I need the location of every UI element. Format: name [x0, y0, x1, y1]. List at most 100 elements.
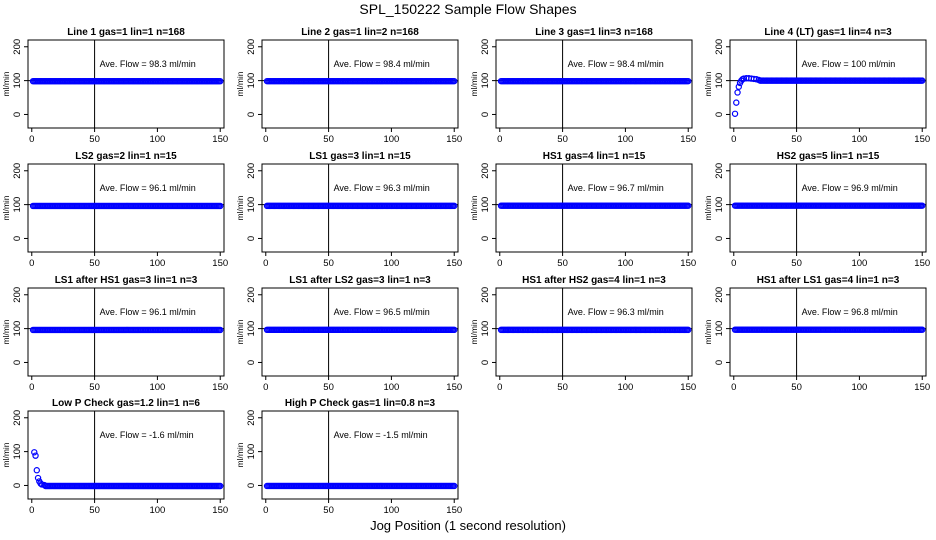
x-tick-label: 100: [383, 134, 399, 145]
panel-5: LS2 gas=2 lin=1 n=15 0 50 100 150 0 100 200 ml/m…: [1, 151, 228, 269]
average-flow-annotation: Ave. Flow = 96.5 ml/min: [334, 307, 430, 317]
data-point: [919, 326, 926, 333]
panel-title: Line 2 gas=1 lin=2 n=168: [301, 27, 419, 38]
y-tick-label: 0: [246, 483, 257, 488]
y-tick-label: 200: [246, 287, 257, 303]
x-tick-label: 0: [497, 134, 502, 145]
x-tick-label: 100: [851, 382, 867, 393]
data-point: [919, 77, 926, 84]
y-axis-label: ml/min: [469, 319, 479, 344]
average-flow-annotation: Ave. Flow = 96.1 ml/min: [100, 183, 196, 193]
panel-2: Line 2 gas=1 lin=2 n=168 0 50 100 150 0 100 200…: [235, 27, 462, 145]
average-flow-annotation: Ave. Flow = 96.3 ml/min: [334, 183, 430, 193]
panel-title: HS1 after HS2 gas=4 lin=1 n=3: [522, 275, 666, 286]
data-point: [919, 202, 926, 209]
y-tick-label: 200: [480, 39, 491, 55]
plot-frame: [261, 410, 459, 500]
x-tick-label: 150: [446, 134, 462, 145]
average-flow-annotation: Ave. Flow = 98.4 ml/min: [334, 59, 430, 69]
data-points: [497, 202, 692, 209]
x-tick-label: 0: [29, 258, 34, 269]
data-point: [735, 83, 742, 90]
data-points: [29, 77, 224, 85]
x-tick-label: 100: [383, 505, 399, 516]
average-flow-annotation: Ave. Flow = 96.1 ml/min: [100, 307, 196, 317]
average-flow-annotation: Ave. Flow = 98.4 ml/min: [568, 59, 664, 69]
data-point: [451, 202, 458, 210]
plot-frame: [261, 163, 459, 253]
y-tick-label: 0: [12, 360, 23, 365]
panel-title: Low P Check gas=1.2 lin=1 n=6: [52, 398, 200, 409]
data-points: [29, 202, 224, 210]
x-tick-label: 150: [914, 134, 930, 145]
data-point: [731, 110, 739, 117]
y-tick-label: 200: [246, 39, 257, 55]
x-tick-label: 0: [263, 258, 268, 269]
x-tick-label: 100: [149, 382, 165, 393]
y-tick-label: 100: [12, 197, 23, 213]
average-flow-annotation: Ave. Flow = 98.3 ml/min: [100, 59, 196, 69]
x-tick-label: 50: [791, 134, 802, 145]
x-tick-label: 50: [89, 134, 100, 145]
x-tick-label: 100: [617, 134, 633, 145]
y-tick-label: 200: [246, 410, 257, 426]
data-point: [685, 202, 692, 209]
y-tick-label: 200: [714, 163, 725, 179]
x-tick-label: 150: [212, 258, 228, 269]
panel-9: LS1 after HS1 gas=3 lin=1 n=3 0 50 100 150 0 1…: [1, 275, 228, 393]
data-points: [497, 326, 692, 334]
plot-frame: [27, 39, 225, 129]
data-point: [685, 326, 692, 334]
panel-11: HS1 after HS2 gas=4 lin=1 n=3 0 50 100 150 0 1…: [469, 275, 696, 393]
panel-4: Line 4 (LT) gas=1 lin=4 n=3 0 50 100 150 0 100…: [703, 27, 930, 145]
x-tick-label: 0: [263, 382, 268, 393]
x-tick-label: 0: [731, 134, 736, 145]
x-tick-label: 150: [212, 382, 228, 393]
plot-frame: [261, 39, 459, 129]
data-point: [685, 77, 692, 85]
data-point: [32, 452, 39, 459]
x-tick-label: 100: [851, 258, 867, 269]
y-tick-label: 100: [480, 73, 491, 89]
plot-frame: [729, 287, 927, 377]
y-axis-label: ml/min: [1, 442, 11, 467]
x-tick-label: 50: [323, 382, 334, 393]
y-tick-label: 200: [12, 39, 23, 55]
data-point: [451, 77, 458, 85]
panel-13: Low P Check gas=1.2 lin=1 n=6 0 50 100 150 0 1…: [1, 398, 228, 516]
y-tick-label: 100: [12, 73, 23, 89]
y-axis-label: ml/min: [235, 442, 245, 467]
panel-title: LS1 after LS2 gas=3 lin=1 n=3: [289, 275, 431, 286]
figure-title: SPL_150222 Sample Flow Shapes: [359, 1, 577, 17]
y-tick-label: 0: [246, 112, 257, 117]
data-points: [263, 482, 458, 490]
data-point: [451, 326, 458, 333]
x-tick-label: 150: [914, 382, 930, 393]
x-tick-label: 50: [557, 382, 568, 393]
panel-title: HS2 gas=5 lin=1 n=15: [777, 151, 880, 162]
plot-frame: [27, 163, 225, 253]
x-tick-label: 100: [149, 134, 165, 145]
data-points: [731, 75, 926, 117]
data-point: [451, 482, 458, 490]
plot-frame: [729, 163, 927, 253]
y-tick-label: 100: [246, 321, 257, 337]
data-point: [37, 480, 44, 487]
data-point: [34, 474, 42, 482]
y-tick-label: 200: [480, 287, 491, 303]
y-axis-label: ml/min: [1, 71, 11, 96]
x-tick-label: 50: [791, 382, 802, 393]
x-tick-label: 150: [680, 382, 696, 393]
data-point: [734, 89, 741, 96]
panel-title: High P Check gas=1 lin=0.8 n=3: [285, 398, 436, 409]
data-points: [731, 326, 926, 333]
x-tick-label: 100: [617, 258, 633, 269]
panel-title: Line 4 (LT) gas=1 lin=4 n=3: [764, 27, 892, 38]
y-tick-label: 0: [12, 483, 23, 488]
plot-frame: [27, 287, 225, 377]
panel-10: LS1 after LS2 gas=3 lin=1 n=3 0 50 100 150 0 1…: [235, 275, 462, 393]
panel-6: LS1 gas=3 lin=1 n=15 0 50 100 150 0 100 200 ml/m…: [235, 151, 462, 269]
x-tick-label: 50: [791, 258, 802, 269]
panel-12: HS1 after LS1 gas=4 lin=1 n=3 0 50 100 150 0 1…: [703, 275, 930, 393]
